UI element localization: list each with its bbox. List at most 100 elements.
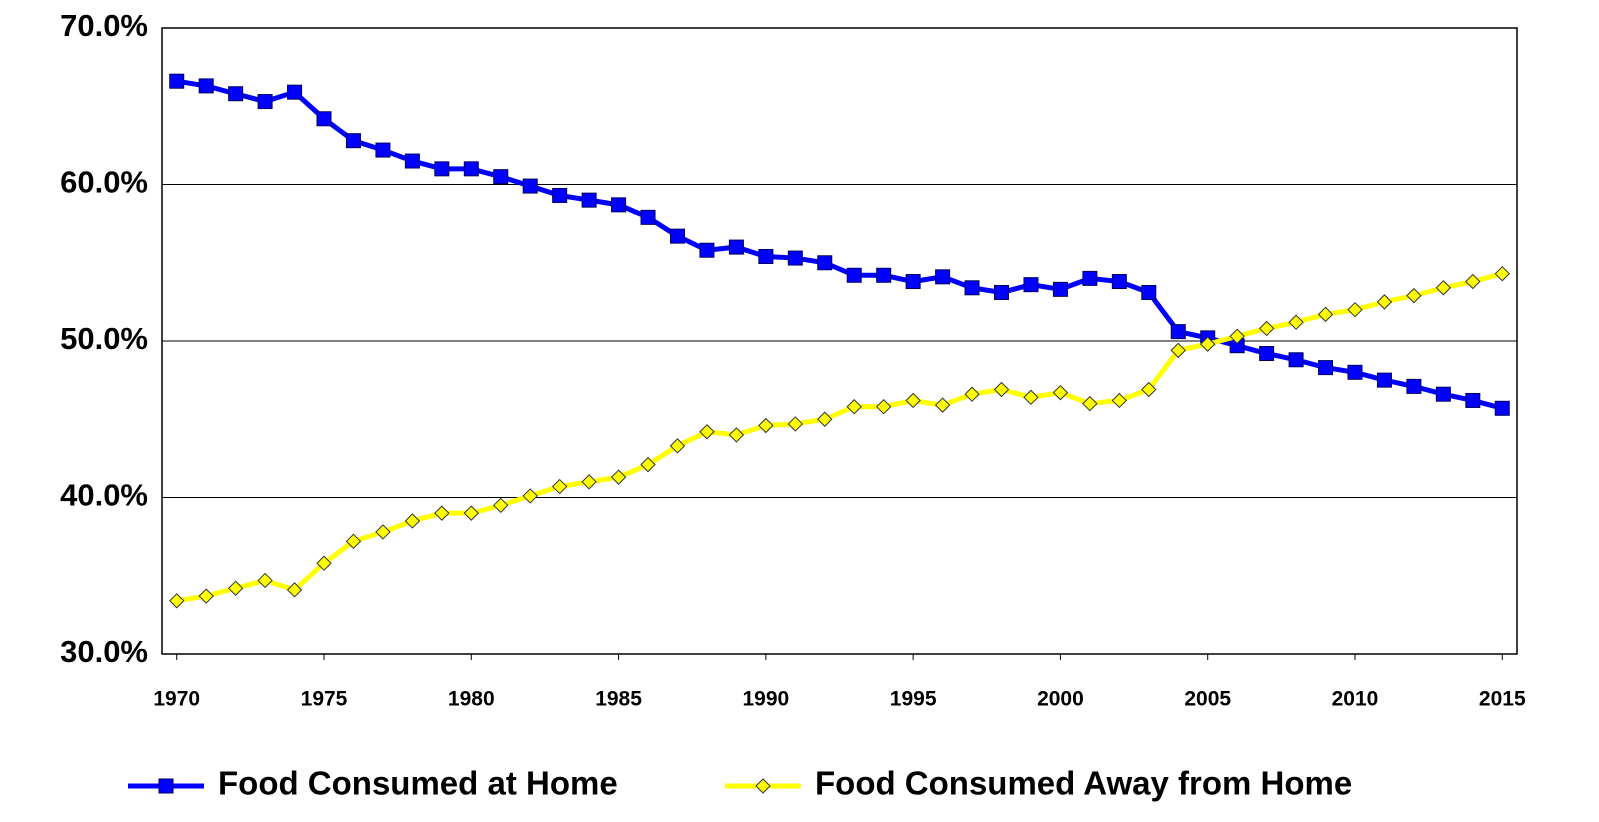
data-point bbox=[345, 533, 362, 550]
data-point bbox=[375, 524, 391, 540]
data-point bbox=[1199, 336, 1216, 352]
data-point bbox=[1111, 274, 1127, 290]
x-tick-label: 2005 bbox=[1184, 688, 1231, 711]
data-point bbox=[169, 593, 185, 609]
data-point bbox=[434, 161, 450, 177]
data-point bbox=[611, 197, 627, 213]
data-point bbox=[728, 427, 745, 443]
data-point bbox=[227, 580, 244, 596]
x-tick-label: 1995 bbox=[890, 688, 937, 711]
data-point bbox=[581, 474, 597, 490]
data-point bbox=[581, 192, 597, 208]
data-point bbox=[1258, 320, 1275, 337]
legend-marker bbox=[755, 778, 771, 794]
x-tick-label: 1990 bbox=[742, 688, 789, 711]
data-point bbox=[1288, 352, 1304, 368]
data-point bbox=[817, 255, 833, 271]
data-point bbox=[1465, 392, 1481, 408]
data-point bbox=[404, 513, 421, 529]
data-point bbox=[198, 78, 214, 94]
data-point bbox=[1376, 294, 1393, 310]
data-point bbox=[316, 111, 332, 127]
data-point bbox=[1376, 372, 1392, 388]
data-point bbox=[1229, 328, 1245, 345]
data-point bbox=[522, 488, 538, 504]
data-point bbox=[905, 274, 921, 290]
data-point bbox=[1347, 364, 1363, 380]
data-point bbox=[1170, 342, 1186, 359]
y-tick-label: 30.0% bbox=[60, 634, 148, 669]
data-point bbox=[817, 411, 833, 427]
data-point bbox=[1347, 301, 1363, 318]
x-tick-label: 1970 bbox=[153, 688, 200, 711]
data-point bbox=[1406, 378, 1422, 394]
data-point bbox=[728, 239, 744, 255]
data-point bbox=[1023, 389, 1039, 406]
data-point bbox=[994, 284, 1010, 300]
data-point bbox=[669, 438, 686, 454]
data-point bbox=[640, 456, 656, 473]
x-tick-label: 1985 bbox=[595, 688, 642, 711]
data-point bbox=[935, 269, 951, 285]
data-point bbox=[228, 86, 244, 102]
data-point bbox=[1111, 392, 1128, 409]
data-point bbox=[1318, 360, 1334, 376]
y-tick-label: 40.0% bbox=[60, 478, 148, 513]
data-point bbox=[1052, 281, 1068, 297]
data-point bbox=[964, 386, 980, 402]
data-point bbox=[404, 153, 420, 169]
data-point bbox=[787, 250, 803, 266]
data-point bbox=[1494, 265, 1510, 282]
data-point bbox=[699, 424, 715, 440]
data-point bbox=[610, 469, 627, 485]
data-point bbox=[640, 209, 656, 225]
data-point bbox=[1435, 386, 1451, 402]
x-tick-label: 1980 bbox=[448, 688, 495, 711]
data-point bbox=[1052, 384, 1069, 401]
data-point bbox=[552, 187, 568, 203]
data-point bbox=[1082, 270, 1098, 286]
legend-label: Food Consumed at Home bbox=[218, 765, 618, 802]
data-point bbox=[493, 497, 509, 514]
data-point bbox=[964, 280, 980, 296]
data-point bbox=[846, 399, 862, 415]
data-point bbox=[287, 84, 303, 100]
data-point bbox=[1023, 277, 1039, 293]
data-point bbox=[1259, 346, 1275, 362]
x-tick-label: 2015 bbox=[1479, 688, 1526, 711]
data-point bbox=[316, 555, 332, 571]
data-point bbox=[1288, 314, 1304, 330]
series-line bbox=[176, 271, 1503, 604]
data-point bbox=[1170, 324, 1186, 340]
data-point bbox=[699, 242, 715, 258]
legend-label: Food Consumed Away from Home bbox=[815, 765, 1352, 802]
y-tick-label: 70.0% bbox=[60, 8, 148, 43]
data-point bbox=[876, 267, 892, 283]
data-point bbox=[345, 133, 361, 149]
data-point bbox=[1435, 280, 1452, 296]
data-point bbox=[551, 478, 568, 495]
data-point bbox=[846, 267, 862, 283]
data-point bbox=[375, 142, 391, 158]
data-point bbox=[1465, 273, 1481, 290]
data-point bbox=[875, 399, 892, 415]
data-point bbox=[934, 397, 951, 413]
data-point bbox=[463, 161, 479, 177]
data-point bbox=[758, 417, 774, 434]
x-tick-label: 2010 bbox=[1332, 688, 1379, 711]
data-point bbox=[993, 381, 1010, 398]
data-point bbox=[1317, 306, 1334, 323]
y-tick-label: 50.0% bbox=[60, 321, 148, 356]
data-point bbox=[522, 178, 538, 194]
data-point bbox=[1406, 287, 1422, 304]
data-point bbox=[1141, 284, 1157, 300]
data-point bbox=[669, 228, 685, 244]
data-point bbox=[257, 94, 273, 110]
data-point bbox=[758, 248, 774, 264]
data-point bbox=[905, 392, 921, 409]
data-point bbox=[463, 505, 480, 521]
data-point bbox=[493, 169, 509, 185]
data-point bbox=[286, 582, 303, 598]
data-point bbox=[1141, 381, 1157, 398]
